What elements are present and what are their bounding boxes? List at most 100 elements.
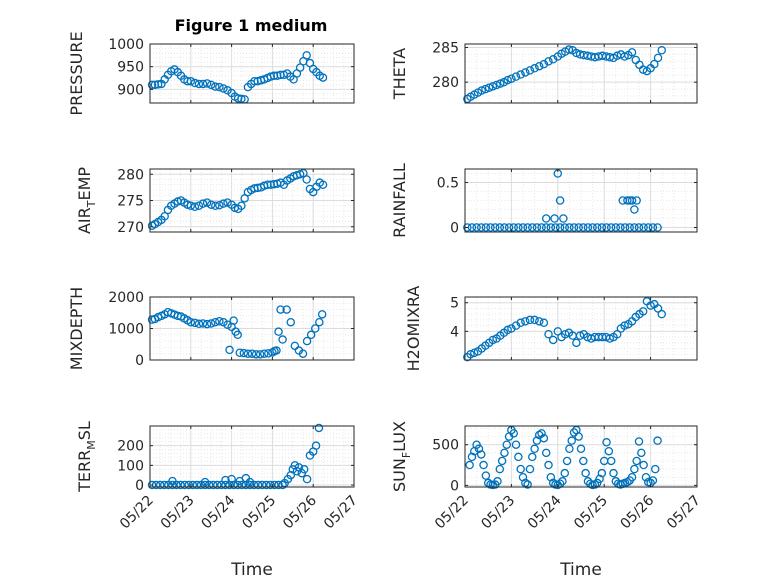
data-point [550,214,559,223]
data-point [620,52,629,61]
data-point [215,317,224,326]
y-tick-label: 285 [432,40,459,56]
data-point [245,480,255,490]
data-point [472,223,481,232]
y-axis-label: PRESSURE [67,31,86,115]
data-point [276,305,285,314]
data-point [318,73,328,82]
data-point [266,480,275,490]
data-point [653,53,663,63]
data-point [539,318,549,328]
y-tick-label: 275 [117,194,144,210]
data-point [278,335,287,344]
data-point [500,223,509,232]
data-point [604,446,614,456]
data-point [644,223,653,232]
data-point [202,198,212,207]
data-point [211,317,220,327]
data-point [496,79,505,88]
data-point [611,223,621,232]
y-tick-label: 270 [117,220,144,236]
data-point [641,472,651,482]
data-point [511,72,521,81]
figure-title: Figure 1 medium [175,16,328,35]
data-point [467,223,477,232]
data-point [206,200,216,209]
data-point [202,319,212,329]
series-pressure [147,51,328,104]
x-axis-label: Time [230,560,273,580]
data-point [484,83,494,92]
data-point [274,327,283,336]
data-point [202,79,212,88]
y-tick-label: 900 [117,82,144,98]
data-point [528,452,537,462]
data-point [497,456,507,466]
data-point [488,82,498,91]
panel-rainfall: 0 0.5 RAINFALL [390,163,698,238]
data-point [612,329,622,339]
data-point [572,48,581,58]
series-theta [463,45,666,104]
y-tick-label: 2000 [108,290,144,306]
data-point [560,468,570,478]
data-point [253,480,263,490]
data-point [247,349,257,358]
data-point [190,202,200,212]
axes-box [464,296,698,361]
data-point [295,63,305,72]
data-point [314,423,324,433]
y-tick-label: 0.5 [437,176,459,192]
data-point [581,468,590,478]
panel-mixdepth: 0 1000 2000 MIXDEPTH [67,287,355,370]
data-point [548,335,558,345]
data-point [481,471,491,480]
axes-box [464,43,698,104]
series-air-temp [147,168,328,230]
data-point [488,335,498,345]
data-point [507,74,516,83]
data-point [509,223,518,232]
data-point [257,480,267,490]
y-tick-label: 0 [135,478,144,494]
data-point [500,448,509,458]
data-point [539,59,549,69]
data-point [514,223,523,232]
data-point [544,460,553,470]
data-point [317,310,327,319]
y-axis-label: AIRTEMP [75,167,98,234]
data-point [559,214,568,223]
data-point [558,477,567,486]
data-point [576,444,586,454]
data-point [490,223,500,232]
plot-area [465,297,697,360]
data-point [168,476,177,486]
data-point [521,68,530,77]
data-point [186,317,196,327]
data-point [646,301,655,310]
data-point [574,223,583,232]
data-point [572,338,581,348]
data-point [299,465,309,474]
data-point [528,223,537,232]
data-point [653,304,663,313]
data-point [590,480,600,489]
data-point [476,450,486,459]
y-axis-label: SUNFLUX [390,421,413,492]
data-point [213,480,222,490]
data-point [541,223,551,232]
y-tick-label: 200 [117,439,144,455]
data-point [153,80,163,89]
data-point [186,76,196,86]
panel-air-temp: 270 275 280 AIRTEMP [75,167,355,236]
data-point [602,438,611,447]
panel-pressure: 900 950 1000 PRESSURE [67,31,355,116]
y-tick-label: 0 [135,353,144,369]
data-point [650,59,659,69]
data-point [504,223,514,232]
data-point [630,223,639,232]
data-point [198,199,208,208]
data-point [632,456,641,466]
